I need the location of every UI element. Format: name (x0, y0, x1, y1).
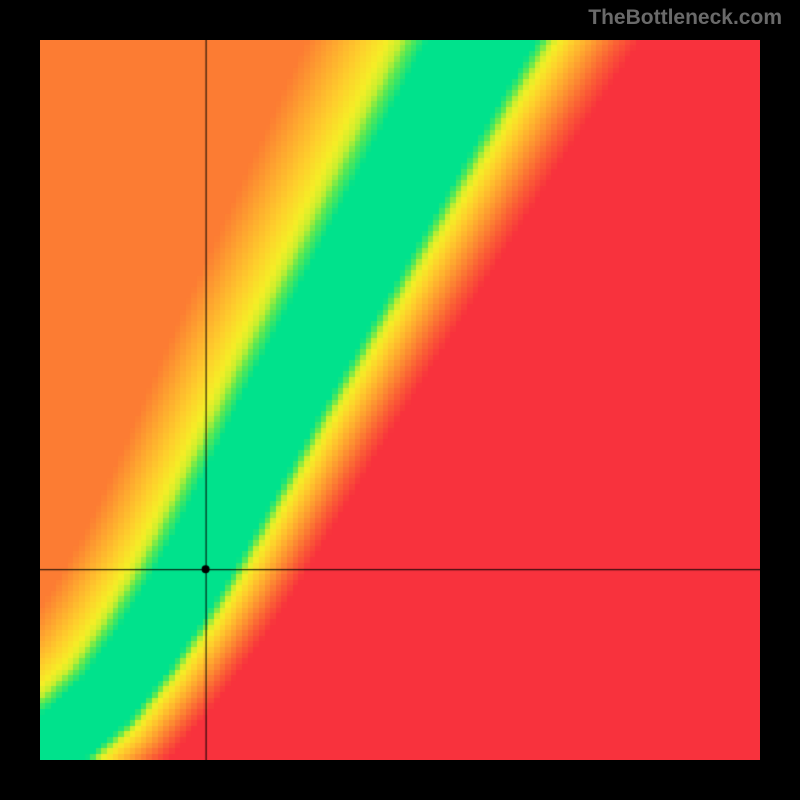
heatmap-plot (40, 40, 760, 760)
heatmap-canvas (40, 40, 760, 760)
watermark-text: TheBottleneck.com (588, 6, 782, 30)
